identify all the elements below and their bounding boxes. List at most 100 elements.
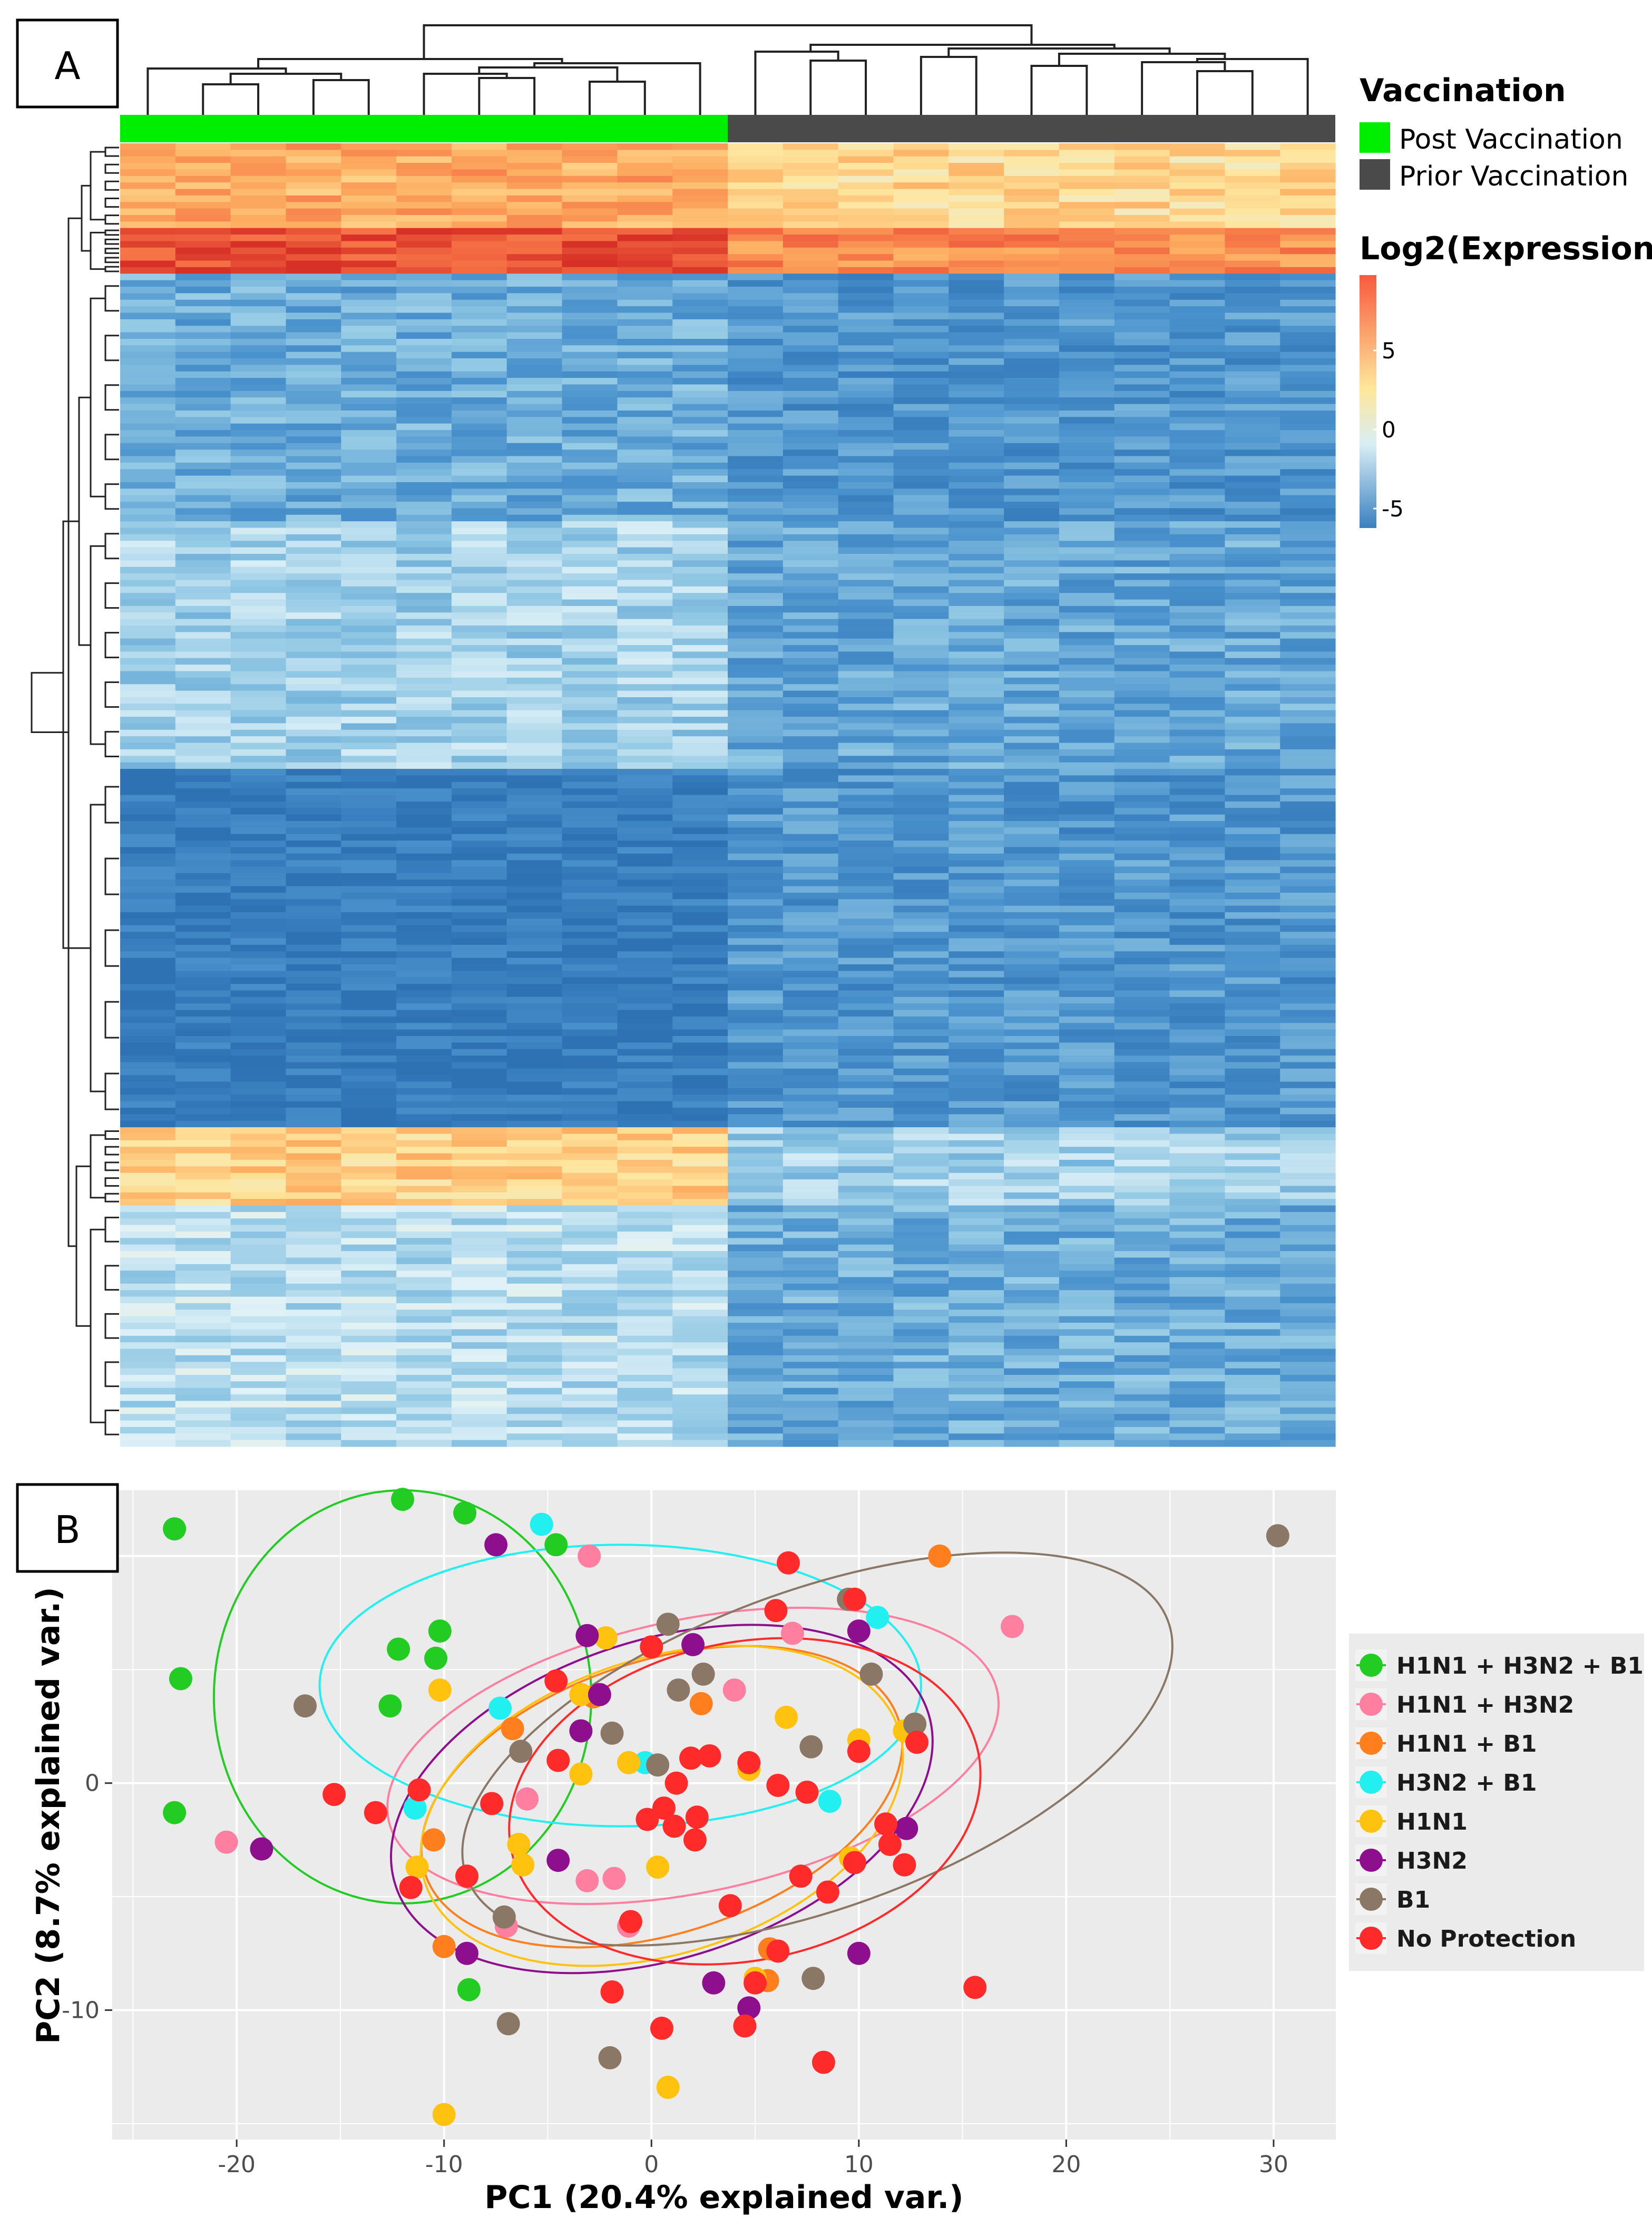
heatmap-cell: [120, 1068, 176, 1076]
heatmap-cell: [341, 821, 397, 828]
heatmap-cell: [1280, 287, 1336, 294]
data-point: [530, 1512, 553, 1536]
heatmap-cell: [672, 1212, 728, 1219]
heatmap-cell: [838, 312, 894, 320]
heatmap-cell: [562, 1120, 618, 1128]
heatmap-cell: [562, 1323, 618, 1330]
heatmap-cell: [506, 866, 563, 874]
heatmap-cell: [1169, 1120, 1225, 1128]
heatmap-cell: [1169, 273, 1225, 281]
heatmap-cell: [230, 964, 286, 971]
heatmap-cell: [783, 1296, 839, 1304]
heatmap-cell: [341, 1388, 397, 1395]
heatmap-cell: [617, 235, 673, 242]
heatmap-cell: [1004, 860, 1060, 867]
heatmap-cell: [1280, 717, 1336, 724]
heatmap-cell: [562, 1381, 618, 1389]
heatmap-cell: [451, 795, 507, 802]
heatmap-cell: [230, 1394, 286, 1402]
heatmap-cell: [396, 977, 452, 984]
heatmap-cell: [728, 880, 784, 887]
heatmap-cell: [451, 202, 507, 209]
heatmap-cell: [949, 443, 1004, 450]
heatmap-cell: [1114, 1199, 1170, 1206]
heatmap-cell: [562, 312, 618, 320]
heatmap-cell: [562, 580, 618, 587]
heatmap-cell: [1004, 378, 1060, 385]
heatmap-cell: [562, 1420, 618, 1428]
heatmap-cell: [562, 547, 618, 554]
heatmap-cell: [893, 566, 949, 574]
heatmap-cell: [230, 1283, 286, 1291]
heatmap-cell: [506, 293, 563, 300]
heatmap-cell: [396, 1101, 452, 1108]
heatmap-cell: [1004, 919, 1060, 926]
heatmap-cell: [230, 1068, 286, 1076]
heatmap-cell: [175, 665, 231, 672]
heatmap-cell: [396, 534, 452, 541]
heatmap-cell: [672, 977, 728, 984]
heatmap-cell: [949, 704, 1004, 711]
heatmap-cell: [893, 1440, 949, 1447]
heatmap-cell: [230, 1186, 286, 1193]
heatmap-cell: [949, 339, 1004, 346]
vaccination-legend: Vaccination Post Vaccination Prior Vacci…: [1360, 72, 1628, 192]
heatmap-cell: [451, 280, 507, 287]
heatmap-cell: [783, 299, 839, 307]
heatmap-cell: [120, 1355, 176, 1362]
heatmap-cell: [1114, 593, 1170, 600]
heatmap-cell: [286, 919, 341, 926]
heatmap-cell: [1114, 827, 1170, 835]
heatmap-cell: [783, 1147, 839, 1154]
heatmap-cell: [1225, 1212, 1280, 1219]
heatmap-cell: [783, 489, 839, 496]
heatmap-cell: [949, 808, 1004, 815]
heatmap-cell: [1280, 1147, 1336, 1154]
heatmap-cell: [672, 1218, 728, 1226]
heatmap-cell: [1169, 554, 1225, 561]
heatmap-cell: [120, 462, 176, 470]
dendrogram-link: [423, 73, 508, 115]
heatmap-cell: [175, 1375, 231, 1382]
heatmap-cell: [1059, 462, 1115, 470]
heatmap-cell: [506, 971, 563, 978]
scale-legend-title: Log2(Expression): [1360, 230, 1652, 267]
heatmap-cell: [893, 554, 949, 561]
heatmap-cell: [783, 1407, 839, 1414]
heatmap-cell: [783, 1310, 839, 1317]
heatmap-cell: [783, 821, 839, 828]
heatmap-cell: [451, 1342, 507, 1350]
heatmap-cell: [451, 534, 507, 541]
heatmap-cell: [451, 326, 507, 333]
heatmap-cell: [562, 847, 618, 854]
heatmap-cell: [949, 1342, 1004, 1350]
heatmap-cell: [341, 834, 397, 841]
heatmap-cell: [728, 1290, 784, 1297]
heatmap-cell: [617, 1316, 673, 1323]
heatmap-cell: [1059, 554, 1115, 561]
heatmap-cell: [1225, 938, 1280, 945]
heatmap-cell: [838, 827, 894, 835]
heatmap-cell: [783, 423, 839, 431]
heatmap-cell: [728, 1016, 784, 1023]
heatmap-cell: [1280, 1016, 1336, 1023]
heatmap-cell: [1114, 332, 1170, 339]
heatmap-cell: [1004, 1081, 1060, 1089]
heatmap-cell: [230, 853, 286, 861]
heatmap-cell: [175, 684, 231, 691]
heatmap-cell: [949, 944, 1004, 952]
heatmap-cell: [783, 1244, 839, 1252]
dendrogram-link: [588, 81, 646, 115]
heatmap-cell: [672, 482, 728, 489]
heatmap-cell: [396, 905, 452, 913]
heatmap-cell: [949, 1056, 1004, 1063]
heatmap-cell: [286, 1134, 341, 1141]
heatmap-cell: [728, 1068, 784, 1076]
heatmap-cell: [1280, 378, 1336, 385]
heatmap-cell: [230, 547, 286, 554]
heatmap-cell: [949, 671, 1004, 678]
heatmap-cell: [175, 1049, 231, 1056]
heatmap-cell: [728, 717, 784, 724]
heatmap-cell: [341, 326, 397, 333]
